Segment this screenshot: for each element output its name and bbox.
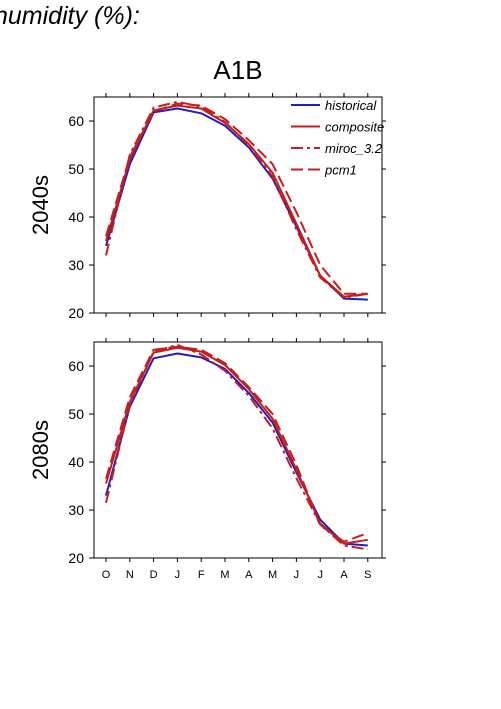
- x-tick-label: A: [340, 569, 348, 581]
- legend-label-composite: composite: [325, 120, 384, 135]
- row-label: 2040s: [28, 175, 53, 235]
- y-tick-label: 50: [68, 406, 84, 422]
- panel-2040s: 20 30 40 50 60 2040s historical composite miroc_…: [28, 93, 386, 321]
- y-tick-label: 30: [68, 502, 84, 518]
- legend-label-miroc_3.2: miroc_3.2: [325, 141, 383, 156]
- series-line-historical: [105, 352, 368, 547]
- x-tick-label: D: [150, 569, 158, 581]
- x-tick-label: J: [294, 569, 300, 581]
- scenario-title: A1B: [213, 55, 263, 85]
- x-tick-label: O: [102, 569, 111, 581]
- y-tick-label: 20: [68, 550, 84, 566]
- row-label: 2080s: [28, 420, 53, 480]
- x-tick-label: N: [126, 569, 134, 581]
- series-line-pcm1: [105, 345, 369, 543]
- y-tick-label: 40: [68, 454, 84, 470]
- x-tick-label: S: [364, 569, 371, 581]
- x-tick-label: M: [220, 569, 229, 581]
- y-tick-label: 60: [68, 113, 84, 129]
- y-tick-label: 40: [68, 209, 84, 225]
- y-tick-label: 30: [68, 257, 84, 273]
- x-tick-label: A: [245, 569, 253, 581]
- series-line-miroc_3.2: [105, 100, 368, 299]
- y-tick-label: 50: [68, 161, 84, 177]
- legend-label-pcm1: pcm1: [324, 163, 357, 178]
- x-tick-label: J: [175, 569, 181, 581]
- plot-frame: [93, 341, 383, 559]
- x-tick-label: F: [198, 569, 205, 581]
- panel-2080s: 20 30 40 50 60 O N D J F M A M J J A S 2080s: [28, 338, 386, 581]
- y-tick-label: 20: [68, 305, 84, 321]
- x-tick-label: J: [317, 569, 323, 581]
- series-line-pcm1: [105, 102, 368, 295]
- series-line-historical: [105, 107, 368, 301]
- y-tick-label: 60: [68, 358, 84, 374]
- legend-label-historical: historical: [325, 98, 377, 113]
- x-tick-label: M: [268, 569, 277, 581]
- plot-frame: [93, 96, 383, 314]
- figure-title: humidity (%):: [0, 2, 140, 30]
